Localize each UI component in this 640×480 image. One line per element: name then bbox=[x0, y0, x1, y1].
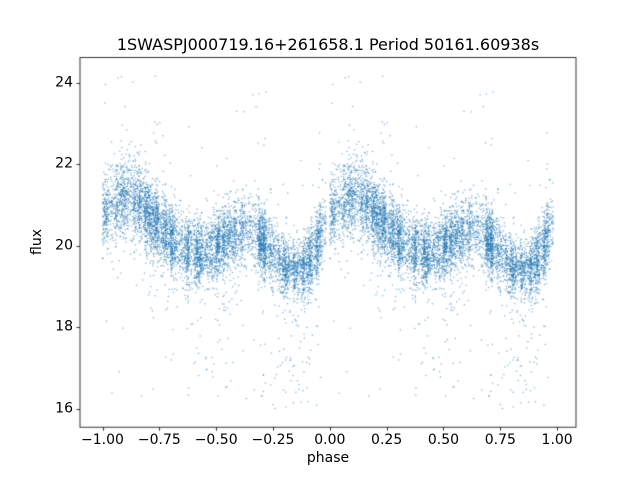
chart-title: 1SWASPJ000719.16+261658.1 Period 50161.6… bbox=[116, 35, 540, 54]
y-tick-label: 22 bbox=[55, 155, 73, 172]
y-tick-label: 20 bbox=[55, 237, 73, 254]
x-tick-label: −1.00 bbox=[81, 432, 124, 448]
x-tick-label: −0.50 bbox=[194, 432, 238, 448]
x-tick-label: 0.25 bbox=[371, 432, 403, 448]
y-tick-label: 24 bbox=[55, 74, 73, 91]
x-tick-label: 1.00 bbox=[541, 432, 573, 448]
x-tick-label: 0.75 bbox=[484, 432, 516, 448]
y-axis-label: flux bbox=[29, 229, 45, 255]
x-tick-label: 0.00 bbox=[314, 432, 346, 448]
y-tick-label: 16 bbox=[55, 400, 73, 417]
x-tick-label: −0.75 bbox=[137, 432, 181, 448]
x-tick-label: 0.50 bbox=[427, 432, 460, 448]
x-tick-label: −0.25 bbox=[251, 432, 295, 448]
x-axis-label: phase bbox=[306, 450, 350, 466]
y-tick-label: 18 bbox=[55, 318, 73, 335]
